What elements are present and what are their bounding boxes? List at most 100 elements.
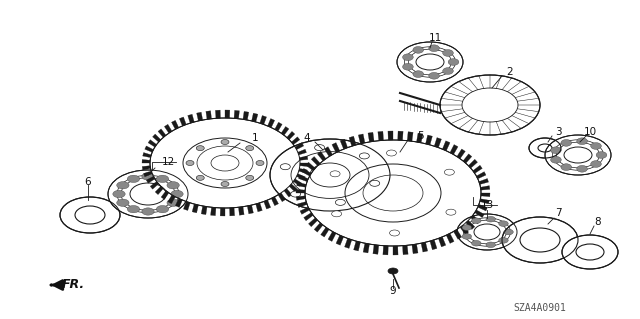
Ellipse shape: [116, 182, 129, 189]
Ellipse shape: [596, 152, 607, 158]
Polygon shape: [216, 110, 220, 118]
Polygon shape: [314, 223, 323, 232]
Polygon shape: [298, 149, 307, 155]
Polygon shape: [142, 166, 150, 170]
Polygon shape: [296, 189, 305, 193]
Polygon shape: [299, 168, 307, 174]
Polygon shape: [143, 152, 151, 158]
Polygon shape: [252, 113, 258, 122]
Ellipse shape: [335, 199, 346, 205]
Ellipse shape: [577, 166, 588, 172]
Ellipse shape: [330, 171, 340, 177]
Ellipse shape: [561, 164, 572, 170]
Ellipse shape: [462, 225, 472, 230]
Polygon shape: [446, 234, 454, 243]
Polygon shape: [145, 146, 154, 152]
Polygon shape: [308, 218, 317, 227]
Ellipse shape: [270, 139, 390, 211]
Polygon shape: [155, 186, 163, 195]
Polygon shape: [300, 163, 308, 167]
Ellipse shape: [116, 199, 129, 206]
Text: 8: 8: [595, 217, 602, 227]
Ellipse shape: [171, 190, 183, 198]
Polygon shape: [403, 245, 408, 255]
Text: 10: 10: [584, 127, 596, 137]
Text: 7: 7: [555, 208, 561, 218]
Polygon shape: [340, 139, 348, 149]
Polygon shape: [239, 207, 244, 215]
Polygon shape: [421, 242, 428, 252]
Polygon shape: [480, 199, 490, 204]
Polygon shape: [434, 137, 442, 148]
Polygon shape: [142, 160, 150, 163]
Ellipse shape: [472, 218, 481, 224]
Ellipse shape: [499, 221, 508, 226]
Polygon shape: [299, 175, 308, 182]
Polygon shape: [260, 115, 266, 124]
Polygon shape: [289, 184, 298, 192]
Polygon shape: [471, 215, 480, 224]
Ellipse shape: [127, 175, 140, 182]
Ellipse shape: [486, 242, 495, 248]
Polygon shape: [243, 111, 249, 120]
Polygon shape: [297, 182, 306, 187]
Polygon shape: [295, 143, 304, 150]
Polygon shape: [152, 134, 161, 142]
Ellipse shape: [387, 150, 396, 156]
Ellipse shape: [577, 138, 588, 145]
Polygon shape: [363, 243, 369, 253]
Ellipse shape: [457, 214, 517, 250]
Polygon shape: [271, 197, 278, 206]
Ellipse shape: [443, 68, 453, 74]
Ellipse shape: [390, 230, 399, 236]
Polygon shape: [158, 129, 166, 137]
Polygon shape: [426, 135, 433, 145]
Ellipse shape: [550, 156, 561, 163]
Polygon shape: [256, 203, 262, 212]
Polygon shape: [442, 141, 450, 151]
Polygon shape: [296, 196, 305, 200]
Polygon shape: [275, 122, 282, 131]
Polygon shape: [234, 110, 239, 119]
Polygon shape: [311, 157, 320, 166]
Ellipse shape: [196, 146, 204, 151]
Polygon shape: [478, 204, 488, 211]
Polygon shape: [211, 207, 216, 216]
Text: 5: 5: [417, 131, 423, 141]
Ellipse shape: [332, 211, 342, 217]
Polygon shape: [476, 172, 486, 179]
Text: 3: 3: [555, 127, 561, 137]
Polygon shape: [354, 241, 360, 251]
Text: 2: 2: [507, 67, 513, 77]
Ellipse shape: [370, 180, 380, 186]
Polygon shape: [324, 147, 333, 157]
Polygon shape: [278, 193, 285, 202]
Ellipse shape: [108, 170, 188, 218]
Polygon shape: [147, 176, 155, 183]
Polygon shape: [398, 131, 403, 140]
Ellipse shape: [113, 190, 125, 198]
Ellipse shape: [591, 161, 602, 167]
Polygon shape: [481, 186, 490, 190]
Ellipse shape: [150, 118, 300, 208]
Polygon shape: [407, 132, 413, 141]
Ellipse shape: [444, 169, 454, 175]
Polygon shape: [247, 205, 253, 214]
Ellipse shape: [156, 175, 169, 182]
Ellipse shape: [562, 235, 618, 269]
Polygon shape: [206, 111, 211, 119]
Polygon shape: [328, 232, 336, 241]
Polygon shape: [344, 238, 352, 249]
Ellipse shape: [448, 59, 459, 65]
Text: 11: 11: [428, 33, 442, 43]
Polygon shape: [417, 133, 423, 143]
Ellipse shape: [256, 160, 264, 166]
Text: 6: 6: [84, 177, 92, 187]
Ellipse shape: [196, 175, 204, 180]
Polygon shape: [388, 131, 393, 140]
Polygon shape: [293, 179, 302, 186]
Polygon shape: [284, 189, 292, 197]
Ellipse shape: [446, 209, 456, 215]
Polygon shape: [457, 149, 465, 159]
Ellipse shape: [167, 199, 179, 206]
